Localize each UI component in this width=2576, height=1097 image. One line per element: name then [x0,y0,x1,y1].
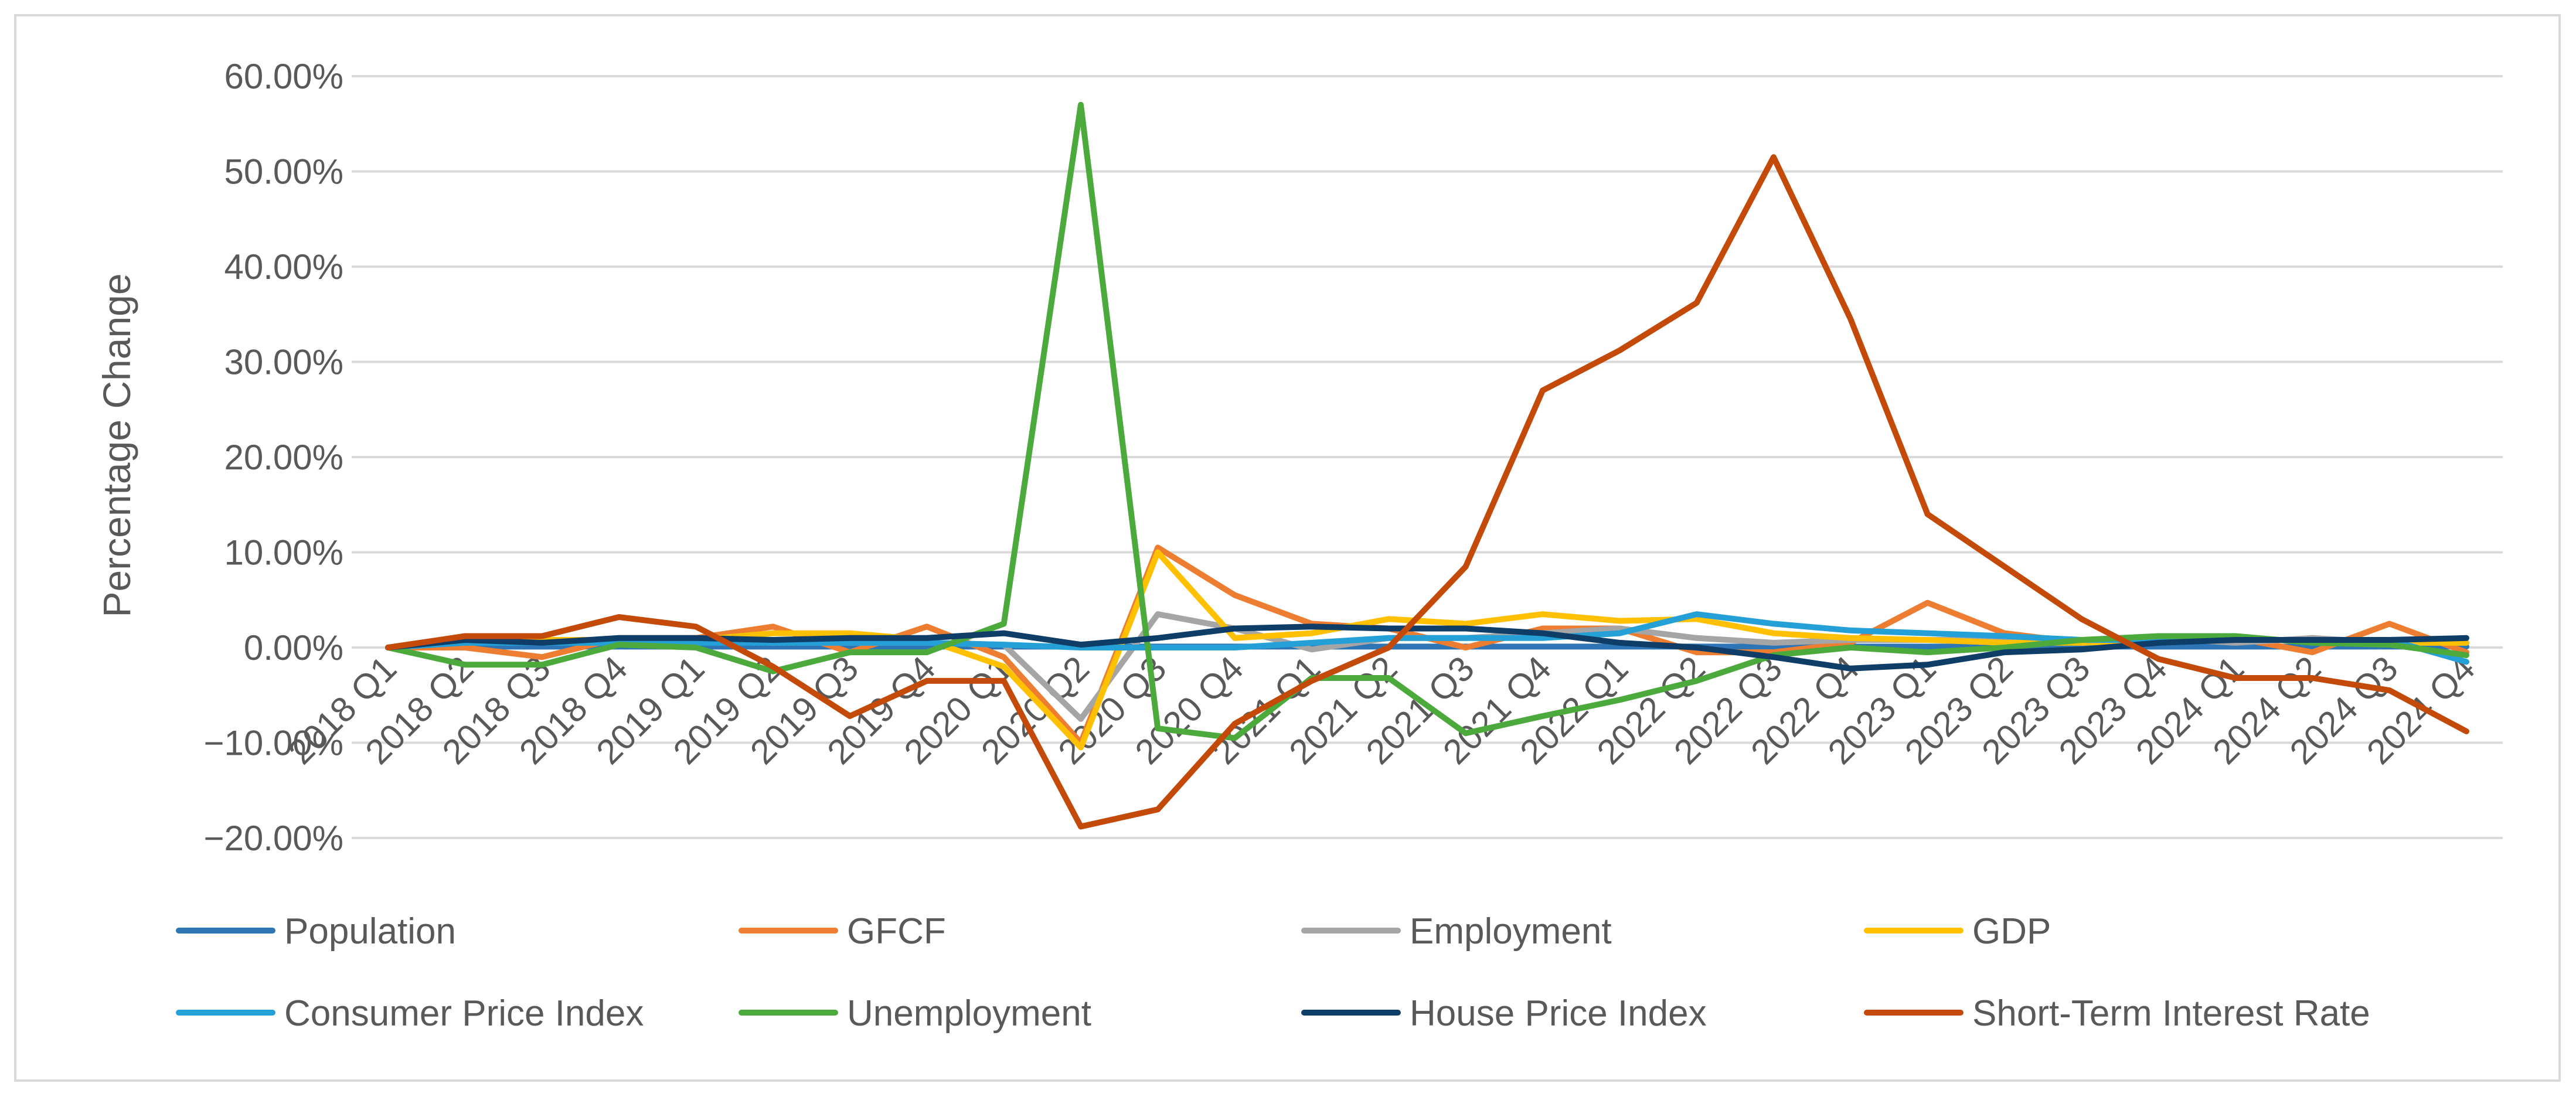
legend-label: Population [284,911,456,952]
legend-item-gfcf[interactable]: GFCF [739,911,946,952]
y-tick-label: 0.00% [244,628,343,667]
legend-label: Short-Term Interest Rate [1972,993,2370,1034]
series-line-short-term-interest-rate [385,154,2469,830]
y-tick-label: 10.00% [224,533,344,573]
legend-item-house-price-index[interactable]: House Price Index [1301,993,1707,1034]
y-tick-label: 30.00% [224,343,344,382]
y-tick-label: 50.00% [224,152,344,192]
y-tick-label: −10.00% [203,724,343,763]
legend-label: GDP [1972,911,2051,952]
legend-item-short-term-interest-rate[interactable]: Short-Term Interest Rate [1864,993,2370,1034]
legend-label: Employment [1410,911,1612,952]
legend-label: Unemployment [847,993,1091,1034]
y-tick-label: 60.00% [224,57,344,96]
y-axis-tick-labels: −20.00% −10.00% 0.00% 10.00% 20.00% 30.00% 40.… [203,57,343,858]
y-tick-label: −20.00% [203,819,343,858]
legend: Population GFCF Employment GDP Consumer Pric… [176,911,2370,1034]
legend-item-gdp[interactable]: GDP [1864,911,2051,952]
legend-item-employment[interactable]: Employment [1301,911,1612,952]
series-lines [385,101,2469,830]
legend-label: Consumer Price Index [284,993,644,1034]
series-line-house-price-index [385,624,2469,672]
gridlines [352,75,2503,839]
legend-label: GFCF [847,911,946,952]
chart-container [14,14,2561,1082]
y-axis-title: Percentage Change [95,273,138,617]
legend-item-consumer-price-index[interactable]: Consumer Price Index [176,993,644,1034]
legend-item-population[interactable]: Population [176,911,456,952]
y-tick-label: 20.00% [224,438,344,477]
legend-item-unemployment[interactable]: Unemployment [739,993,1091,1034]
legend-label: House Price Index [1410,993,1707,1034]
y-tick-label: 40.00% [224,247,344,287]
